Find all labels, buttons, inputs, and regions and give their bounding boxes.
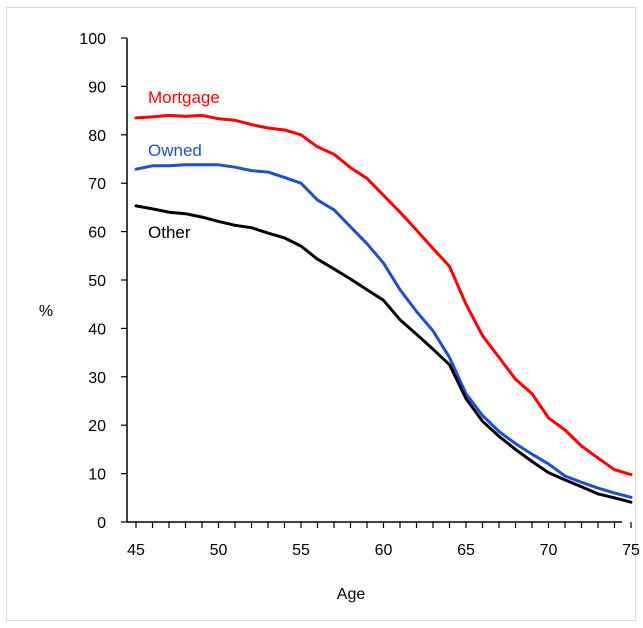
- x-tick-label: 45: [127, 542, 145, 559]
- series-lines: [134, 113, 633, 504]
- chart-frame: [6, 7, 636, 621]
- x-tick-label: 75: [622, 542, 640, 559]
- y-tick-label: 60: [88, 225, 106, 242]
- y-tick-label: 70: [88, 176, 106, 193]
- x-tick-label: 60: [375, 542, 393, 559]
- x-tick-label: 65: [457, 542, 475, 559]
- y-tick-label: 40: [88, 321, 106, 338]
- series-label-owned: Owned: [148, 141, 202, 160]
- y-tick-label: 90: [88, 79, 106, 96]
- y-tick-label: 30: [88, 370, 106, 387]
- y-tick-label: 10: [88, 467, 106, 484]
- x-tick-label: 55: [292, 542, 310, 559]
- y-axis-title: %: [39, 303, 53, 320]
- series-label-mortgage: Mortgage: [148, 88, 220, 107]
- series-label-other: Other: [148, 223, 191, 242]
- y-tick-label: 80: [88, 128, 106, 145]
- x-axis-title: Age: [337, 586, 366, 603]
- y-axis-ticks: 0 10 20 30 40 50 60 70 80 90 100: [79, 31, 127, 532]
- x-tick-label: 70: [540, 542, 558, 559]
- series-line-mortgage: [134, 113, 633, 477]
- y-tick-label: 50: [88, 273, 106, 290]
- y-tick-label: 100: [79, 31, 106, 48]
- x-axis-ticks: 45 50 55 60 65 70 75: [127, 522, 640, 559]
- series-labels: Mortgage Owned Other: [148, 88, 220, 242]
- y-tick-label: 20: [88, 418, 106, 435]
- x-tick-label: 50: [210, 542, 228, 559]
- series-line-owned: [134, 163, 633, 499]
- series-line-other: [134, 204, 633, 504]
- y-tick-label: 0: [97, 515, 106, 532]
- axes: [126, 38, 622, 523]
